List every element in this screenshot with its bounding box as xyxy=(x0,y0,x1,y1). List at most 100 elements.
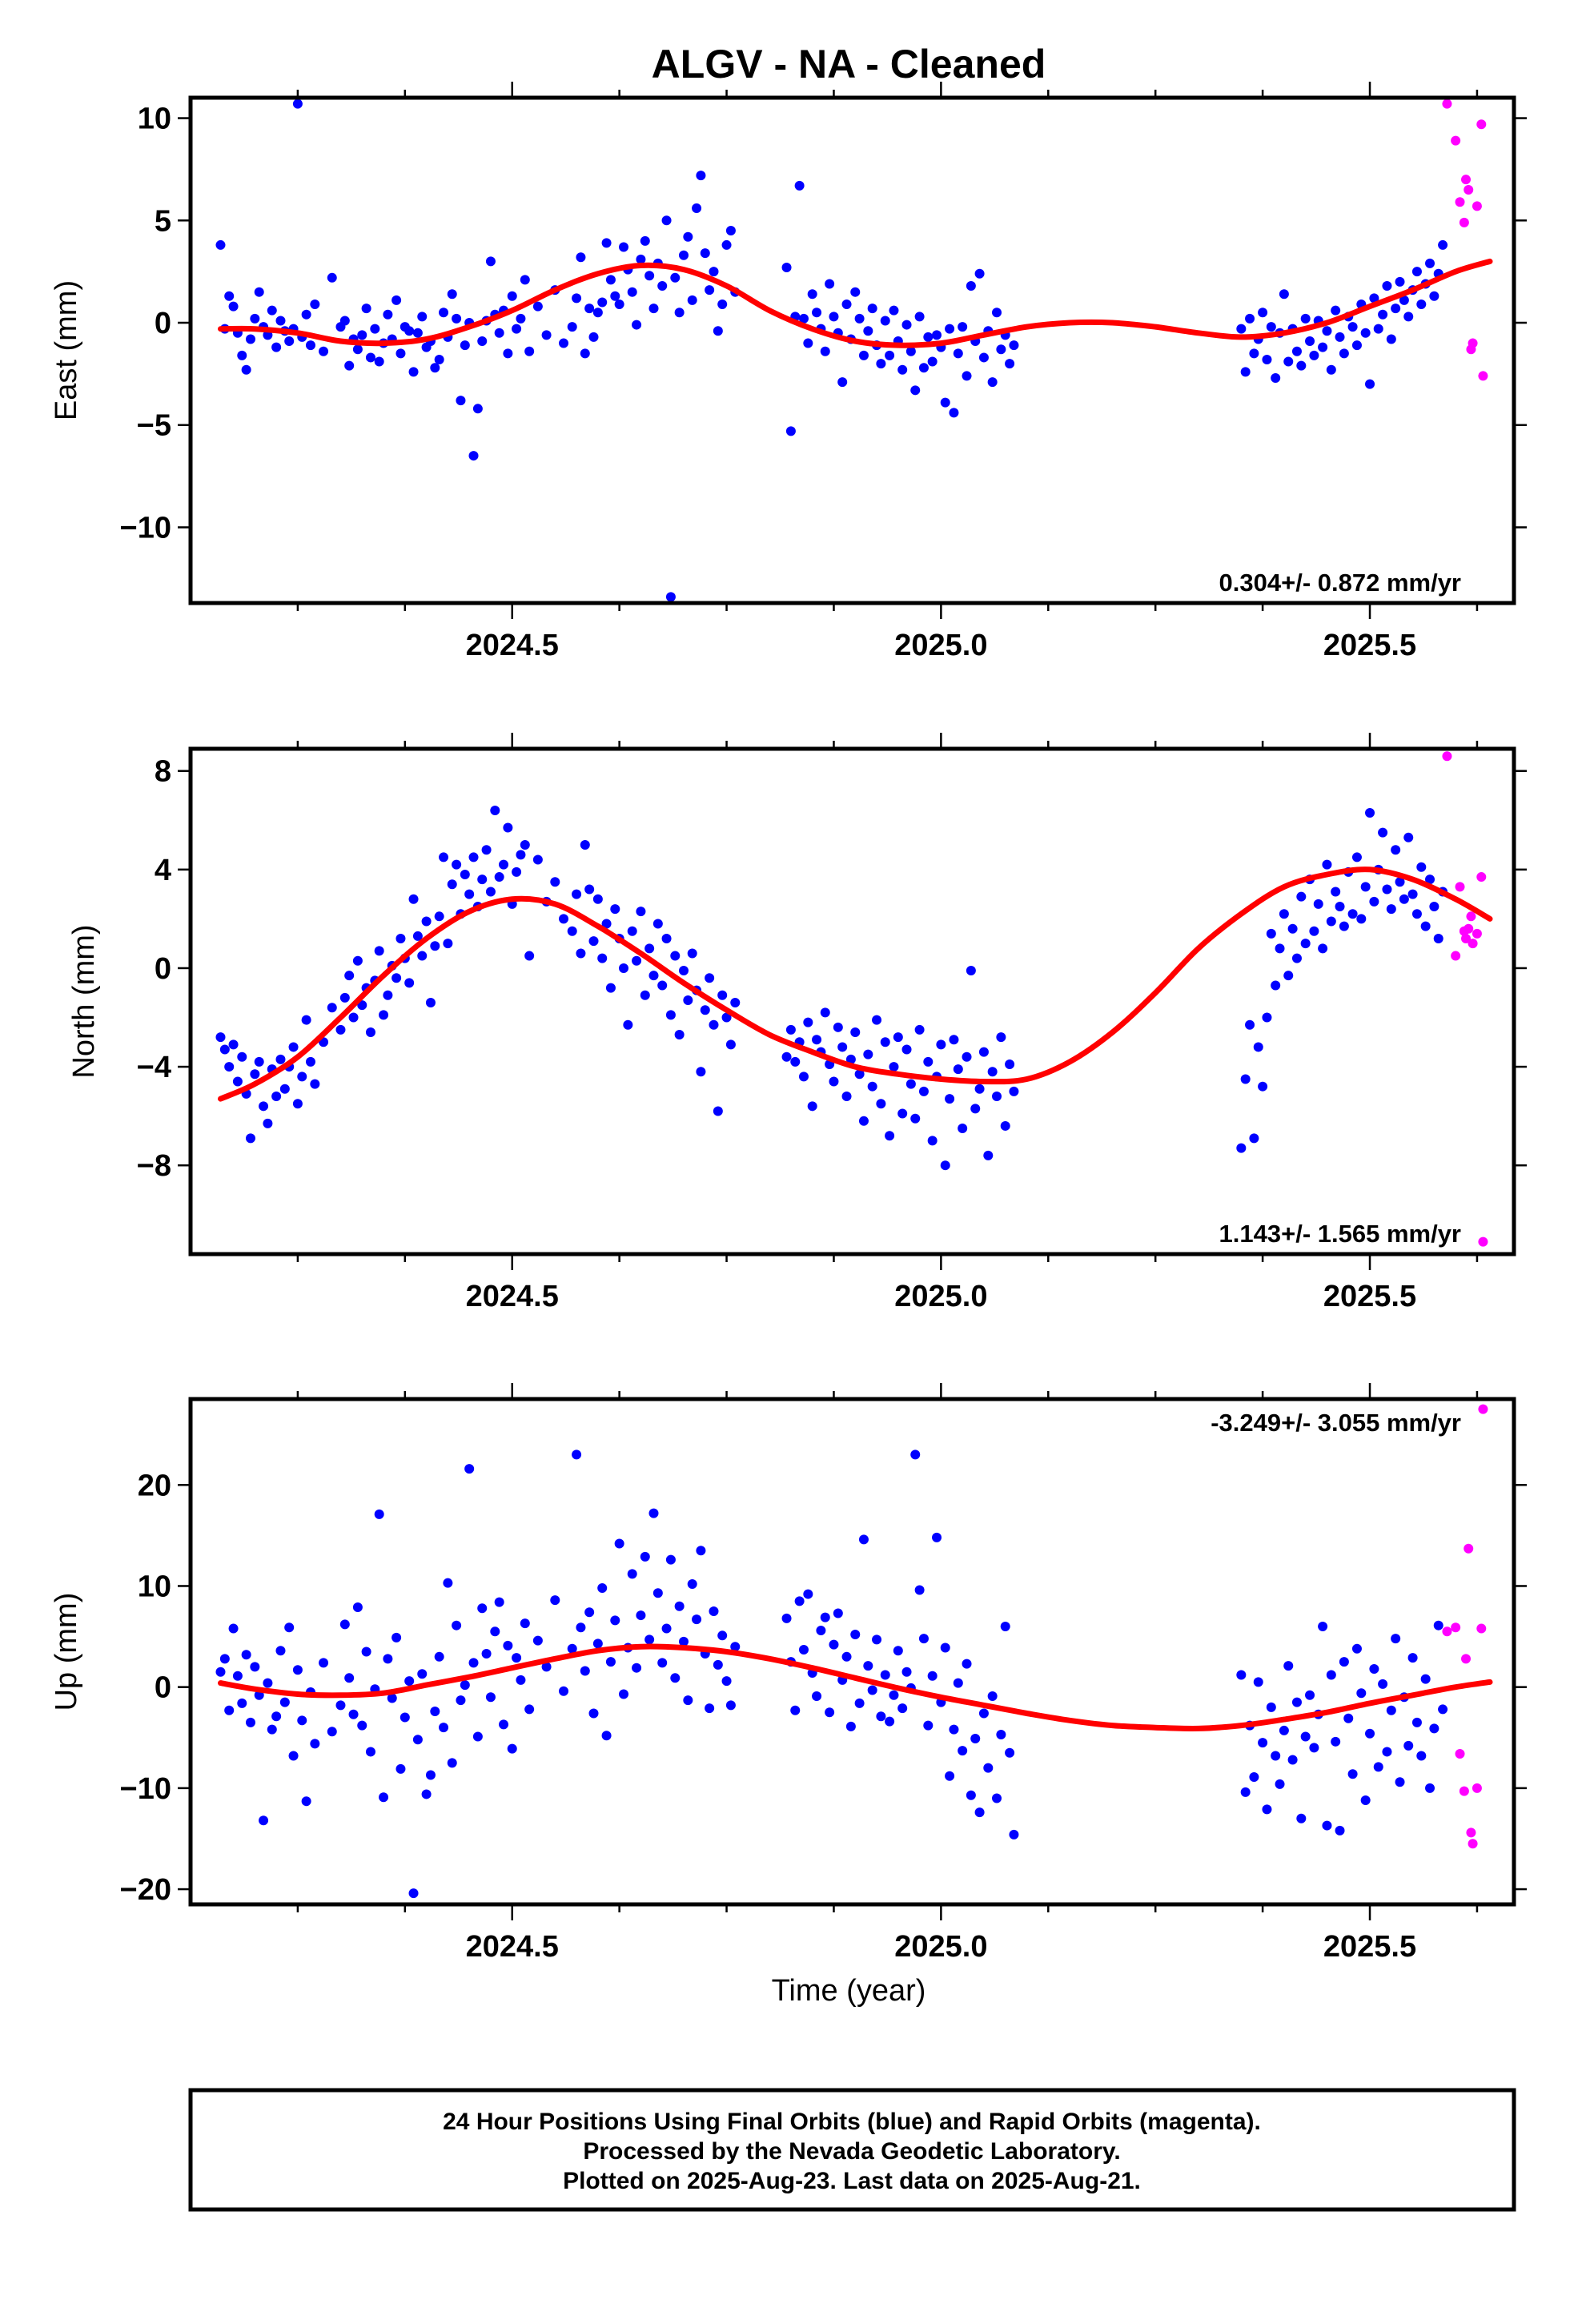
east-final-point xyxy=(1373,324,1383,334)
east-final-point xyxy=(803,338,813,348)
east-final-point xyxy=(507,291,517,301)
north-final-point xyxy=(936,1039,946,1050)
north-final-point xyxy=(250,1069,260,1080)
east-final-point xyxy=(841,300,852,310)
east-final-point xyxy=(876,359,886,369)
footer-line-1: 24 Hour Positions Using Final Orbits (bl… xyxy=(443,2109,1261,2135)
north-final-point xyxy=(674,1030,685,1040)
north-final-point xyxy=(1347,909,1358,919)
east-final-point xyxy=(923,332,934,342)
north-final-point xyxy=(661,934,672,944)
east-y-tick-label: 10 xyxy=(138,103,171,136)
north-final-point xyxy=(962,1051,972,1062)
up-final-point xyxy=(1258,1738,1268,1748)
north-final-point xyxy=(237,1051,247,1062)
north-final-point xyxy=(374,946,384,956)
up-rapid-point xyxy=(1442,1626,1452,1637)
up-final-point xyxy=(953,1678,963,1688)
east-final-point xyxy=(1429,291,1439,301)
up-final-point xyxy=(974,1807,985,1818)
north-final-point xyxy=(1351,852,1362,862)
up-final-point xyxy=(709,1606,719,1617)
up-final-point xyxy=(292,1665,303,1675)
north-final-point xyxy=(259,1101,269,1112)
east-final-point xyxy=(962,371,972,381)
east-final-point xyxy=(310,300,320,310)
north-final-point xyxy=(725,1039,736,1050)
up-y-tick-label: 0 xyxy=(155,1671,171,1705)
north-final-point xyxy=(627,926,637,936)
north-panel: 8 4 0 −4 −8 2024.5 2025.0 2025.5 North (mm) 1.143… xyxy=(67,733,1527,1313)
east-final-point xyxy=(640,235,650,246)
up-final-point xyxy=(1429,1723,1439,1734)
east-final-point xyxy=(858,350,869,360)
east-final-point xyxy=(592,308,603,318)
up-final-point xyxy=(507,1743,517,1754)
up-final-point xyxy=(567,1643,577,1654)
north-final-point xyxy=(439,852,449,862)
north-final-point xyxy=(1407,889,1418,899)
north-final-point xyxy=(670,951,681,961)
up-final-point xyxy=(267,1724,277,1735)
east-final-point xyxy=(408,367,419,377)
north-rapid-point xyxy=(1478,1236,1488,1247)
up-final-point xyxy=(499,1719,509,1730)
up-final-point xyxy=(833,1608,843,1618)
north-final-point xyxy=(1382,884,1392,895)
north-final-point xyxy=(245,1133,255,1144)
up-final-point xyxy=(357,1720,367,1731)
east-final-point xyxy=(807,289,817,300)
east-final-point xyxy=(520,275,530,285)
up-final-point xyxy=(232,1671,243,1681)
up-final-point xyxy=(263,1678,273,1688)
up-final-point xyxy=(876,1711,886,1722)
north-final-point xyxy=(833,1022,843,1032)
north-final-point xyxy=(1262,1012,1272,1023)
north-final-point xyxy=(254,1056,264,1067)
up-final-point xyxy=(927,1671,938,1681)
north-marks xyxy=(215,751,1493,1247)
up-final-point xyxy=(430,1706,440,1716)
east-final-point xyxy=(237,350,247,360)
north-final-point xyxy=(288,1042,299,1052)
north-final-point xyxy=(1416,862,1427,872)
north-final-point xyxy=(263,1118,273,1128)
east-final-point xyxy=(966,281,976,292)
east-final-point xyxy=(572,293,582,304)
up-final-point xyxy=(288,1751,299,1761)
up-final-point xyxy=(1322,1820,1332,1831)
up-final-point xyxy=(481,1649,492,1659)
up-final-point xyxy=(914,1585,925,1595)
east-final-point xyxy=(352,344,363,355)
east-final-point xyxy=(705,285,715,296)
north-final-point xyxy=(1287,923,1298,934)
east-final-point xyxy=(953,348,963,359)
north-final-point xyxy=(516,850,526,860)
east-final-point xyxy=(978,352,989,363)
east-final-point xyxy=(992,308,1002,318)
up-final-point xyxy=(962,1659,972,1669)
east-x-tick-label: 2025.0 xyxy=(894,629,987,662)
north-final-point xyxy=(335,1024,346,1035)
north-final-point xyxy=(485,887,496,897)
up-final-point xyxy=(597,1582,608,1593)
up-final-point xyxy=(1356,1688,1367,1699)
north-final-point xyxy=(417,951,428,961)
north-final-point xyxy=(494,872,504,883)
up-final-point xyxy=(245,1717,255,1727)
east-rapid-point xyxy=(1459,217,1469,227)
east-final-point xyxy=(1360,328,1371,338)
east-final-point xyxy=(614,300,624,310)
north-final-point xyxy=(812,1035,822,1045)
up-final-point xyxy=(464,1464,475,1474)
east-final-point xyxy=(781,263,792,273)
up-rapid-point xyxy=(1455,1748,1465,1759)
north-final-point xyxy=(297,1072,307,1082)
east-final-point xyxy=(1240,367,1251,377)
east-final-point xyxy=(1322,326,1332,336)
east-final-point xyxy=(1258,308,1268,318)
north-rapid-point xyxy=(1461,934,1472,944)
up-final-point xyxy=(297,1715,307,1726)
north-final-point xyxy=(966,966,976,976)
